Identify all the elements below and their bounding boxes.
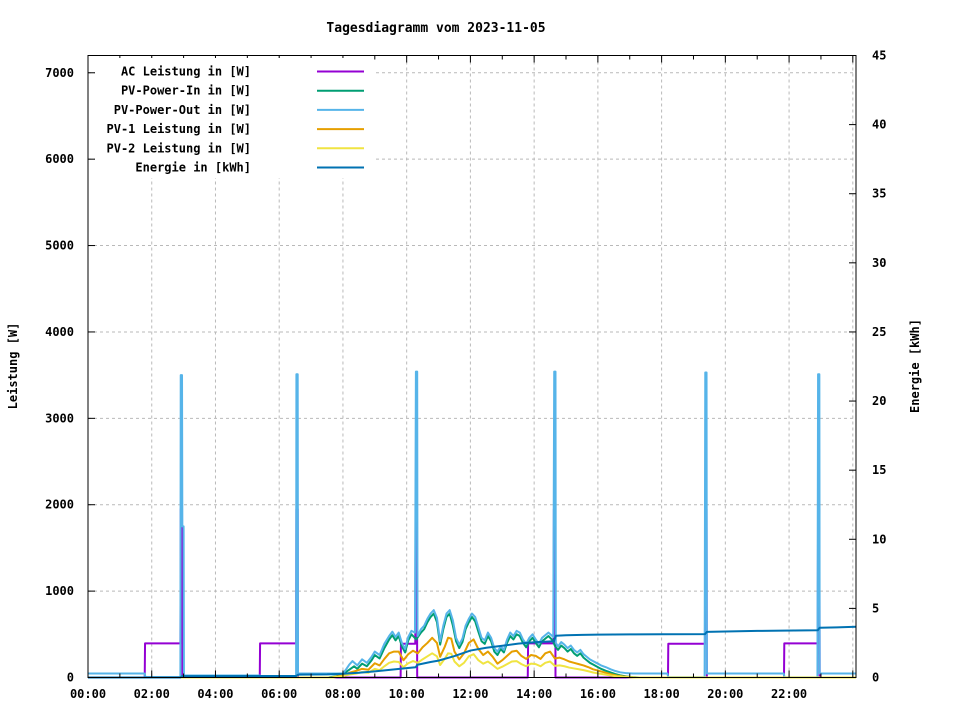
y2-axis-tick-label: 5	[872, 601, 879, 615]
x-axis-tick-label: 18:00	[644, 687, 680, 701]
plot-border	[87, 55, 857, 678]
x-axis-tick-label: 08:00	[325, 687, 361, 701]
x-axis-tick-label: 00:00	[70, 687, 106, 701]
series-line-pv-2-leistung-in-w	[88, 652, 856, 679]
x-axis-tick-label: 06:00	[261, 687, 297, 701]
y-axis-tick-label: 7000	[45, 66, 74, 80]
y2-axis-tick-label: 0	[872, 671, 879, 685]
series-line-energie-in-kwh	[88, 625, 857, 679]
y2-axis-tick-label: 30	[872, 256, 886, 270]
legend-label-ac-leistung-in-w: AC Leistung in [W]	[121, 65, 251, 79]
y-axis-tick-label: 1000	[45, 584, 74, 598]
y-axis-title: Leistung [W]	[6, 323, 20, 410]
legend-label-pv-1-leistung-in-w: PV-1 Leistung in [W]	[107, 122, 252, 136]
legend-label-pv-power-out-in-w: PV-Power-Out in [W]	[114, 103, 251, 117]
x-axis-tick-label: 04:00	[197, 687, 233, 701]
y2-axis-tick-label: 25	[872, 325, 886, 339]
y-axis-tick-label: 2000	[45, 498, 74, 512]
legend-label-energie-in-kwh: Energie in [kWh]	[135, 161, 251, 175]
series-line-pv-power-in-in-w	[88, 612, 856, 679]
x-axis-tick-label: 20:00	[707, 687, 743, 701]
series-line-pv-power-out-in-w	[88, 370, 856, 679]
y2-axis-tick-label: 35	[872, 187, 886, 201]
y-axis-tick-label: 6000	[45, 152, 74, 166]
series-lines	[88, 370, 857, 679]
y2-axis-title: Energie [kWh]	[908, 319, 922, 413]
x-axis-tick-label: 02:00	[134, 687, 170, 701]
axis-ticks	[87, 55, 856, 678]
x-axis-tick-label: 16:00	[580, 687, 616, 701]
y2-axis-tick-label: 10	[872, 532, 886, 546]
plot-frame	[87, 55, 857, 678]
series-line-pv-1-leistung-in-w	[88, 636, 856, 679]
legend-label-pv-power-in-in-w: PV-Power-In in [W]	[121, 84, 251, 98]
y2-axis-tick-label: 20	[872, 394, 886, 408]
legend-label-pv-2-leistung-in-w: PV-2 Leistung in [W]	[107, 141, 252, 155]
x-axis-tick-label: 22:00	[771, 687, 807, 701]
y-axis-tick-label: 5000	[45, 239, 74, 253]
y2-axis-tick-label: 15	[872, 463, 886, 477]
series-line-ac-leistung-in-w	[88, 508, 856, 679]
y-axis-tick-label: 0	[67, 671, 74, 685]
x-axis-tick-label: 12:00	[452, 687, 488, 701]
y-axis-tick-label: 3000	[45, 411, 74, 425]
chart-title: Tagesdiagramm vom 2023-11-05	[326, 21, 545, 36]
y2-axis-tick-label: 40	[872, 118, 886, 132]
y-axis-tick-label: 4000	[45, 325, 74, 339]
x-axis-tick-label: 14:00	[516, 687, 552, 701]
legend: AC Leistung in [W] PV-Power-In in [W] PV-P…	[95, 58, 373, 178]
y2-axis-tick-label: 45	[872, 49, 886, 63]
x-axis-tick-label: 10:00	[389, 687, 425, 701]
axis-labels: 00:00 02:00 04:00 06:00 08:00 10:00 12:00 14:00…	[6, 49, 922, 702]
legend-background	[95, 58, 373, 178]
